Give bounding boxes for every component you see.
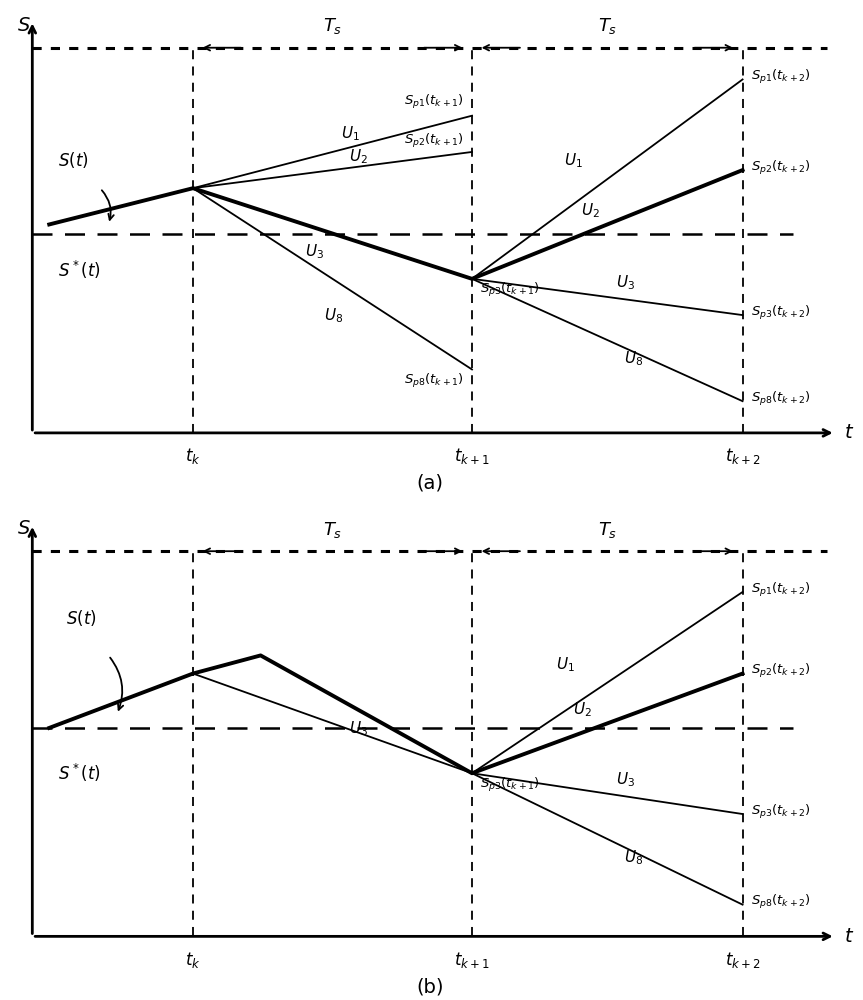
Text: $t_{k+1}$: $t_{k+1}$	[454, 446, 490, 466]
Text: $U_3$: $U_3$	[615, 274, 635, 292]
Text: $U_2$: $U_2$	[350, 147, 369, 166]
Text: $S(t)$: $S(t)$	[58, 150, 88, 170]
Text: $T_s$: $T_s$	[323, 16, 342, 36]
Text: $t_{k+1}$: $t_{k+1}$	[454, 950, 490, 970]
Text: $S_{p2}(t_{k+2})$: $S_{p2}(t_{k+2})$	[751, 159, 811, 177]
Text: $S_{p1}(t_{k+1})$: $S_{p1}(t_{k+1})$	[404, 93, 463, 111]
Text: $U_2$: $U_2$	[581, 201, 600, 220]
Text: $S^*(t)$: $S^*(t)$	[58, 259, 100, 281]
Text: $t_k$: $t_k$	[186, 446, 201, 466]
Text: $T_s$: $T_s$	[323, 520, 342, 540]
Text: $S_{p3}(t_{k+2})$: $S_{p3}(t_{k+2})$	[751, 803, 811, 821]
Text: $U_1$: $U_1$	[564, 151, 583, 170]
Text: $S$: $S$	[17, 519, 31, 538]
Text: $S(t)$: $S(t)$	[66, 608, 97, 628]
Text: $U_1$: $U_1$	[556, 655, 575, 674]
Text: $t$: $t$	[844, 927, 854, 946]
Text: $S_{p3}(t_{k+1})$: $S_{p3}(t_{k+1})$	[481, 281, 540, 299]
Text: $S_{p3}(t_{k+2})$: $S_{p3}(t_{k+2})$	[751, 304, 811, 322]
Text: $S_{p1}(t_{k+2})$: $S_{p1}(t_{k+2})$	[751, 68, 811, 86]
Text: $S_{p8}(t_{k+1})$: $S_{p8}(t_{k+1})$	[404, 372, 463, 390]
Text: $t_{k+2}$: $t_{k+2}$	[725, 446, 760, 466]
Text: $U_2$: $U_2$	[572, 700, 591, 719]
Text: $S_{p1}(t_{k+2})$: $S_{p1}(t_{k+2})$	[751, 581, 811, 599]
Text: $U_3$: $U_3$	[305, 243, 324, 261]
Text: $T_s$: $T_s$	[598, 520, 617, 540]
Text: $U_3$: $U_3$	[350, 719, 369, 738]
Text: $U_1$: $U_1$	[341, 124, 360, 143]
Text: $S_{p8}(t_{k+2})$: $S_{p8}(t_{k+2})$	[751, 893, 811, 911]
Text: $T_s$: $T_s$	[598, 16, 617, 36]
Text: $U_8$: $U_8$	[624, 848, 643, 867]
Text: $t$: $t$	[844, 423, 854, 442]
Text: $t_{k+2}$: $t_{k+2}$	[725, 950, 760, 970]
Text: $U_8$: $U_8$	[624, 349, 643, 368]
Text: $S_{p8}(t_{k+2})$: $S_{p8}(t_{k+2})$	[751, 390, 811, 408]
Text: (a): (a)	[416, 474, 444, 493]
Text: $S_{p3}(t_{k+1})$: $S_{p3}(t_{k+1})$	[481, 776, 540, 794]
Text: $U_8$: $U_8$	[324, 306, 343, 325]
Text: $S^*(t)$: $S^*(t)$	[58, 762, 100, 784]
Text: $S_{p2}(t_{k+1})$: $S_{p2}(t_{k+1})$	[404, 132, 463, 150]
Text: $U_3$: $U_3$	[615, 770, 635, 789]
Text: (b): (b)	[416, 977, 444, 996]
Text: $S_{p2}(t_{k+2})$: $S_{p2}(t_{k+2})$	[751, 662, 811, 680]
Text: $S$: $S$	[17, 16, 31, 35]
Text: $t_k$: $t_k$	[186, 950, 201, 970]
